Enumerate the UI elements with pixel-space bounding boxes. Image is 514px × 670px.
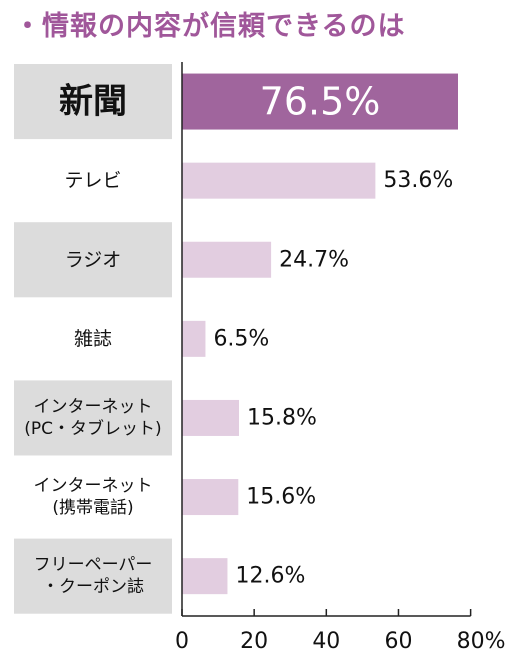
category-label-box: [14, 538, 172, 614]
x-tick-label: 20: [240, 629, 268, 654]
value-label: 76.5%: [260, 80, 381, 124]
category-label: 雑誌: [74, 328, 112, 350]
category-label: (携帯電話): [52, 498, 133, 518]
bar: [182, 162, 376, 199]
x-tick-label: 0: [175, 629, 189, 654]
bars: [182, 73, 458, 595]
category-label: テレビ: [64, 170, 121, 192]
x-tick-label: 60: [384, 629, 412, 654]
category-label-box: [14, 222, 172, 298]
category-label: インターネット: [34, 397, 153, 417]
x-tick-labels: 0 20 40 60 80%: [175, 629, 506, 654]
value-label: 6.5%: [213, 326, 269, 351]
axes: [181, 62, 472, 617]
value-labels: 76.5% 53.6% 24.7% 6.5% 15.8% 15.6% 12.6%: [213, 80, 453, 589]
bar: [182, 73, 458, 130]
category-label: 新聞: [59, 82, 127, 122]
value-label: 15.8%: [247, 405, 317, 430]
x-tick-label: 40: [312, 629, 340, 654]
category-label: フリーペーパー: [34, 555, 153, 575]
chart-title: ・情報の内容が信頼できるのは: [14, 11, 406, 42]
bar: [182, 558, 228, 595]
bar: [182, 399, 240, 436]
category-label-boxes: [14, 64, 172, 614]
category-label-box: [14, 380, 172, 456]
value-label: 12.6%: [235, 564, 305, 589]
value-label: 24.7%: [279, 247, 349, 272]
x-tick-label: 80%: [457, 629, 506, 654]
category-label-box: [14, 64, 172, 140]
category-labels: 新聞テレビラジオ雑誌インターネット(PC・タブレット)インターネット(携帯電話)…: [24, 82, 161, 598]
value-label: 15.6%: [246, 485, 316, 510]
category-label: ・クーポン誌: [42, 577, 144, 597]
category-label: ラジオ: [65, 249, 122, 271]
category-label: (PC・タブレット): [24, 418, 161, 439]
bar: [182, 320, 206, 357]
bar: [182, 241, 272, 278]
bar: [182, 479, 239, 516]
value-label: 53.6%: [383, 168, 453, 193]
category-label: インターネット: [34, 476, 153, 496]
